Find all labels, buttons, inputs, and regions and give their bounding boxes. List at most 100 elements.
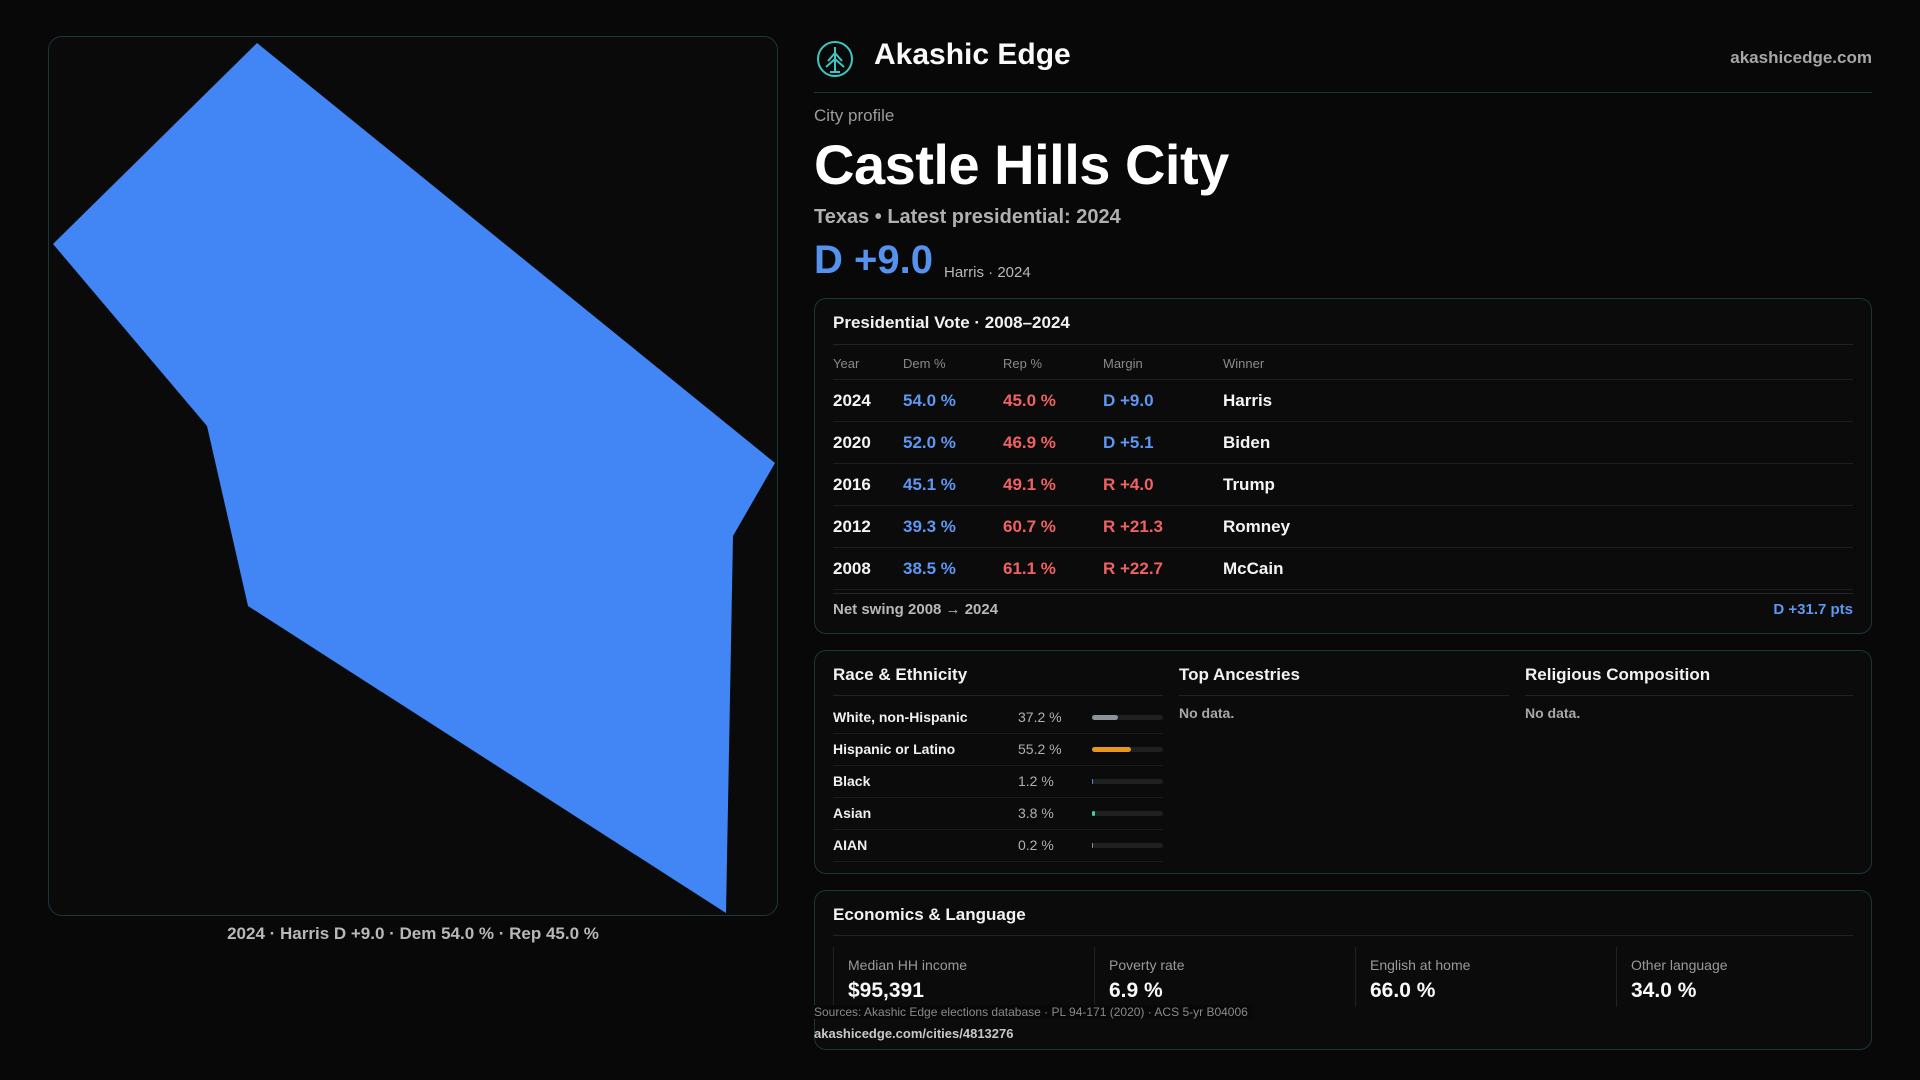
- winner-cell: Romney: [1223, 505, 1853, 548]
- winner-cell: Harris: [1223, 379, 1853, 422]
- rep-pct-cell: 49.1 %: [1003, 463, 1103, 506]
- margin-cell: D +5.1: [1103, 421, 1223, 464]
- race-percent: 1.2 %: [1018, 773, 1054, 789]
- presidential-vote-title: Presidential Vote · 2008–2024: [833, 313, 1070, 332]
- stat-value: 66.0 %: [1370, 979, 1436, 1002]
- stat-label: English at home: [1370, 957, 1471, 973]
- divider: [833, 344, 1853, 345]
- dem-pct-cell: 45.1 %: [903, 463, 1003, 506]
- margin-cell: D +9.0: [1103, 379, 1223, 422]
- race-label: Black: [833, 773, 871, 789]
- table-row: 2020 52.0 % 46.9 % D +5.1 Biden: [833, 421, 1853, 464]
- headline-margin: D +9.0: [814, 238, 933, 282]
- sources-note: Sources: Akashic Edge elections database…: [814, 1005, 1252, 1019]
- rep-pct-cell: 45.0 %: [1003, 379, 1103, 422]
- brand-name: Akashic Edge: [874, 38, 1071, 71]
- race-bar-fill: [1092, 779, 1094, 784]
- divider: [833, 593, 1853, 594]
- winner-cell: McCain: [1223, 547, 1853, 590]
- table-row: 2016 45.1 % 49.1 % R +4.0 Trump: [833, 463, 1853, 506]
- city-map-panel: [48, 36, 778, 916]
- site-domain-link[interactable]: akashicedge.com: [1730, 48, 1872, 67]
- race-bar-fill: [1092, 747, 1132, 752]
- table-row: 2008 38.5 % 61.1 % R +22.7 McCain: [833, 547, 1853, 590]
- source-url-link[interactable]: akashicedge.com/cities/4813276: [814, 1026, 1014, 1041]
- year-cell: 2024: [833, 379, 903, 422]
- race-bar-fill: [1092, 843, 1094, 848]
- stat-label: Median HH income: [848, 957, 968, 973]
- column-header-rep: Rep %: [1003, 347, 1103, 380]
- religion-title: Religious Composition: [1525, 665, 1711, 684]
- race-percent: 37.2 %: [1018, 709, 1062, 725]
- stat-label: Poverty rate: [1109, 957, 1185, 973]
- margin-cell: R +4.0: [1103, 463, 1223, 506]
- map-caption: 2024 · Harris D +9.0 · Dem 54.0 % · Rep …: [227, 924, 599, 943]
- profile-column: Akashic Edge akashicedge.com City profil…: [814, 36, 1872, 1050]
- city-boundary-shape: [53, 43, 775, 913]
- winner-cell: Biden: [1223, 421, 1853, 464]
- stat-value: $95,391: [848, 979, 924, 1002]
- ancestries-title: Top Ancestries: [1179, 665, 1300, 684]
- winner-cell: Trump: [1223, 463, 1853, 506]
- presidential-vote-table: Year Dem % Rep % Margin Winner 2024 54.0…: [833, 347, 1853, 590]
- race-row: Asian 3.8 %: [833, 797, 1163, 830]
- headline-margin-note: Harris · 2024: [944, 264, 1031, 281]
- divider: [1179, 695, 1509, 696]
- column-header-margin: Margin: [1103, 347, 1223, 380]
- column-header-dem: Dem %: [903, 347, 1003, 380]
- race-label: AIAN: [833, 837, 868, 853]
- site-header: Akashic Edge akashicedge.com: [814, 36, 1872, 93]
- year-cell: 2008: [833, 547, 903, 590]
- race-label: Asian: [833, 805, 872, 821]
- stat-median-income: Median HH income $95,391: [833, 947, 1094, 1007]
- dem-pct-cell: 52.0 %: [903, 421, 1003, 464]
- net-swing-label: Net swing 2008 → 2024: [833, 601, 999, 618]
- race-percent: 3.8 %: [1018, 805, 1054, 821]
- stat-value: 6.9 %: [1109, 979, 1163, 1002]
- table-row: 2012 39.3 % 60.7 % R +21.3 Romney: [833, 505, 1853, 548]
- margin-cell: R +21.3: [1103, 505, 1223, 548]
- race-bar-track: [1092, 779, 1163, 784]
- race-ethnicity-title: Race & Ethnicity: [833, 665, 968, 684]
- divider: [833, 695, 1163, 696]
- divider: [1525, 695, 1853, 696]
- race-label: White, non-Hispanic: [833, 709, 968, 725]
- table-header-row: Year Dem % Rep % Margin Winner: [833, 347, 1853, 380]
- stat-label: Other language: [1631, 957, 1728, 973]
- margin-cell: R +22.7: [1103, 547, 1223, 590]
- column-header-year: Year: [833, 347, 903, 380]
- race-row: AIAN 0.2 %: [833, 829, 1163, 862]
- presidential-vote-card: Presidential Vote · 2008–2024 Year Dem %…: [814, 298, 1872, 634]
- religion-empty-text: No data.: [1525, 705, 1581, 721]
- demographics-card: Race & Ethnicity White, non-Hispanic 37.…: [814, 650, 1872, 874]
- race-row: Hispanic or Latino 55.2 %: [833, 733, 1163, 766]
- net-swing-value: D +31.7 pts: [1773, 601, 1853, 618]
- stat-english-at-home: English at home 66.0 %: [1355, 947, 1616, 1007]
- tree-logo-icon: [817, 41, 853, 77]
- city-subtitle: Texas • Latest presidential: 2024: [814, 206, 1121, 228]
- rep-pct-cell: 60.7 %: [1003, 505, 1103, 548]
- year-cell: 2020: [833, 421, 903, 464]
- race-bar-track: [1092, 747, 1163, 752]
- race-percent: 55.2 %: [1018, 741, 1062, 757]
- economics-card: Economics & Language Median HH income $9…: [814, 890, 1872, 1050]
- rep-pct-cell: 61.1 %: [1003, 547, 1103, 590]
- race-bar-fill: [1092, 715, 1119, 720]
- divider: [833, 935, 1853, 936]
- year-cell: 2016: [833, 463, 903, 506]
- stat-value: 34.0 %: [1631, 979, 1697, 1002]
- dem-pct-cell: 38.5 %: [903, 547, 1003, 590]
- race-label: Hispanic or Latino: [833, 741, 956, 757]
- table-row: 2024 54.0 % 45.0 % D +9.0 Harris: [833, 379, 1853, 422]
- page-title: Castle Hills City: [814, 133, 1229, 196]
- city-boundary-map: [53, 43, 775, 913]
- column-header-winner: Winner: [1223, 347, 1853, 380]
- race-percent: 0.2 %: [1018, 837, 1054, 853]
- race-bar-track: [1092, 715, 1163, 720]
- race-bar-track: [1092, 843, 1163, 848]
- stat-other-language: Other language 34.0 %: [1616, 947, 1851, 1007]
- stat-poverty-rate: Poverty rate 6.9 %: [1094, 947, 1355, 1007]
- race-bar-track: [1092, 811, 1163, 816]
- race-row: Black 1.2 %: [833, 765, 1163, 798]
- dem-pct-cell: 54.0 %: [903, 379, 1003, 422]
